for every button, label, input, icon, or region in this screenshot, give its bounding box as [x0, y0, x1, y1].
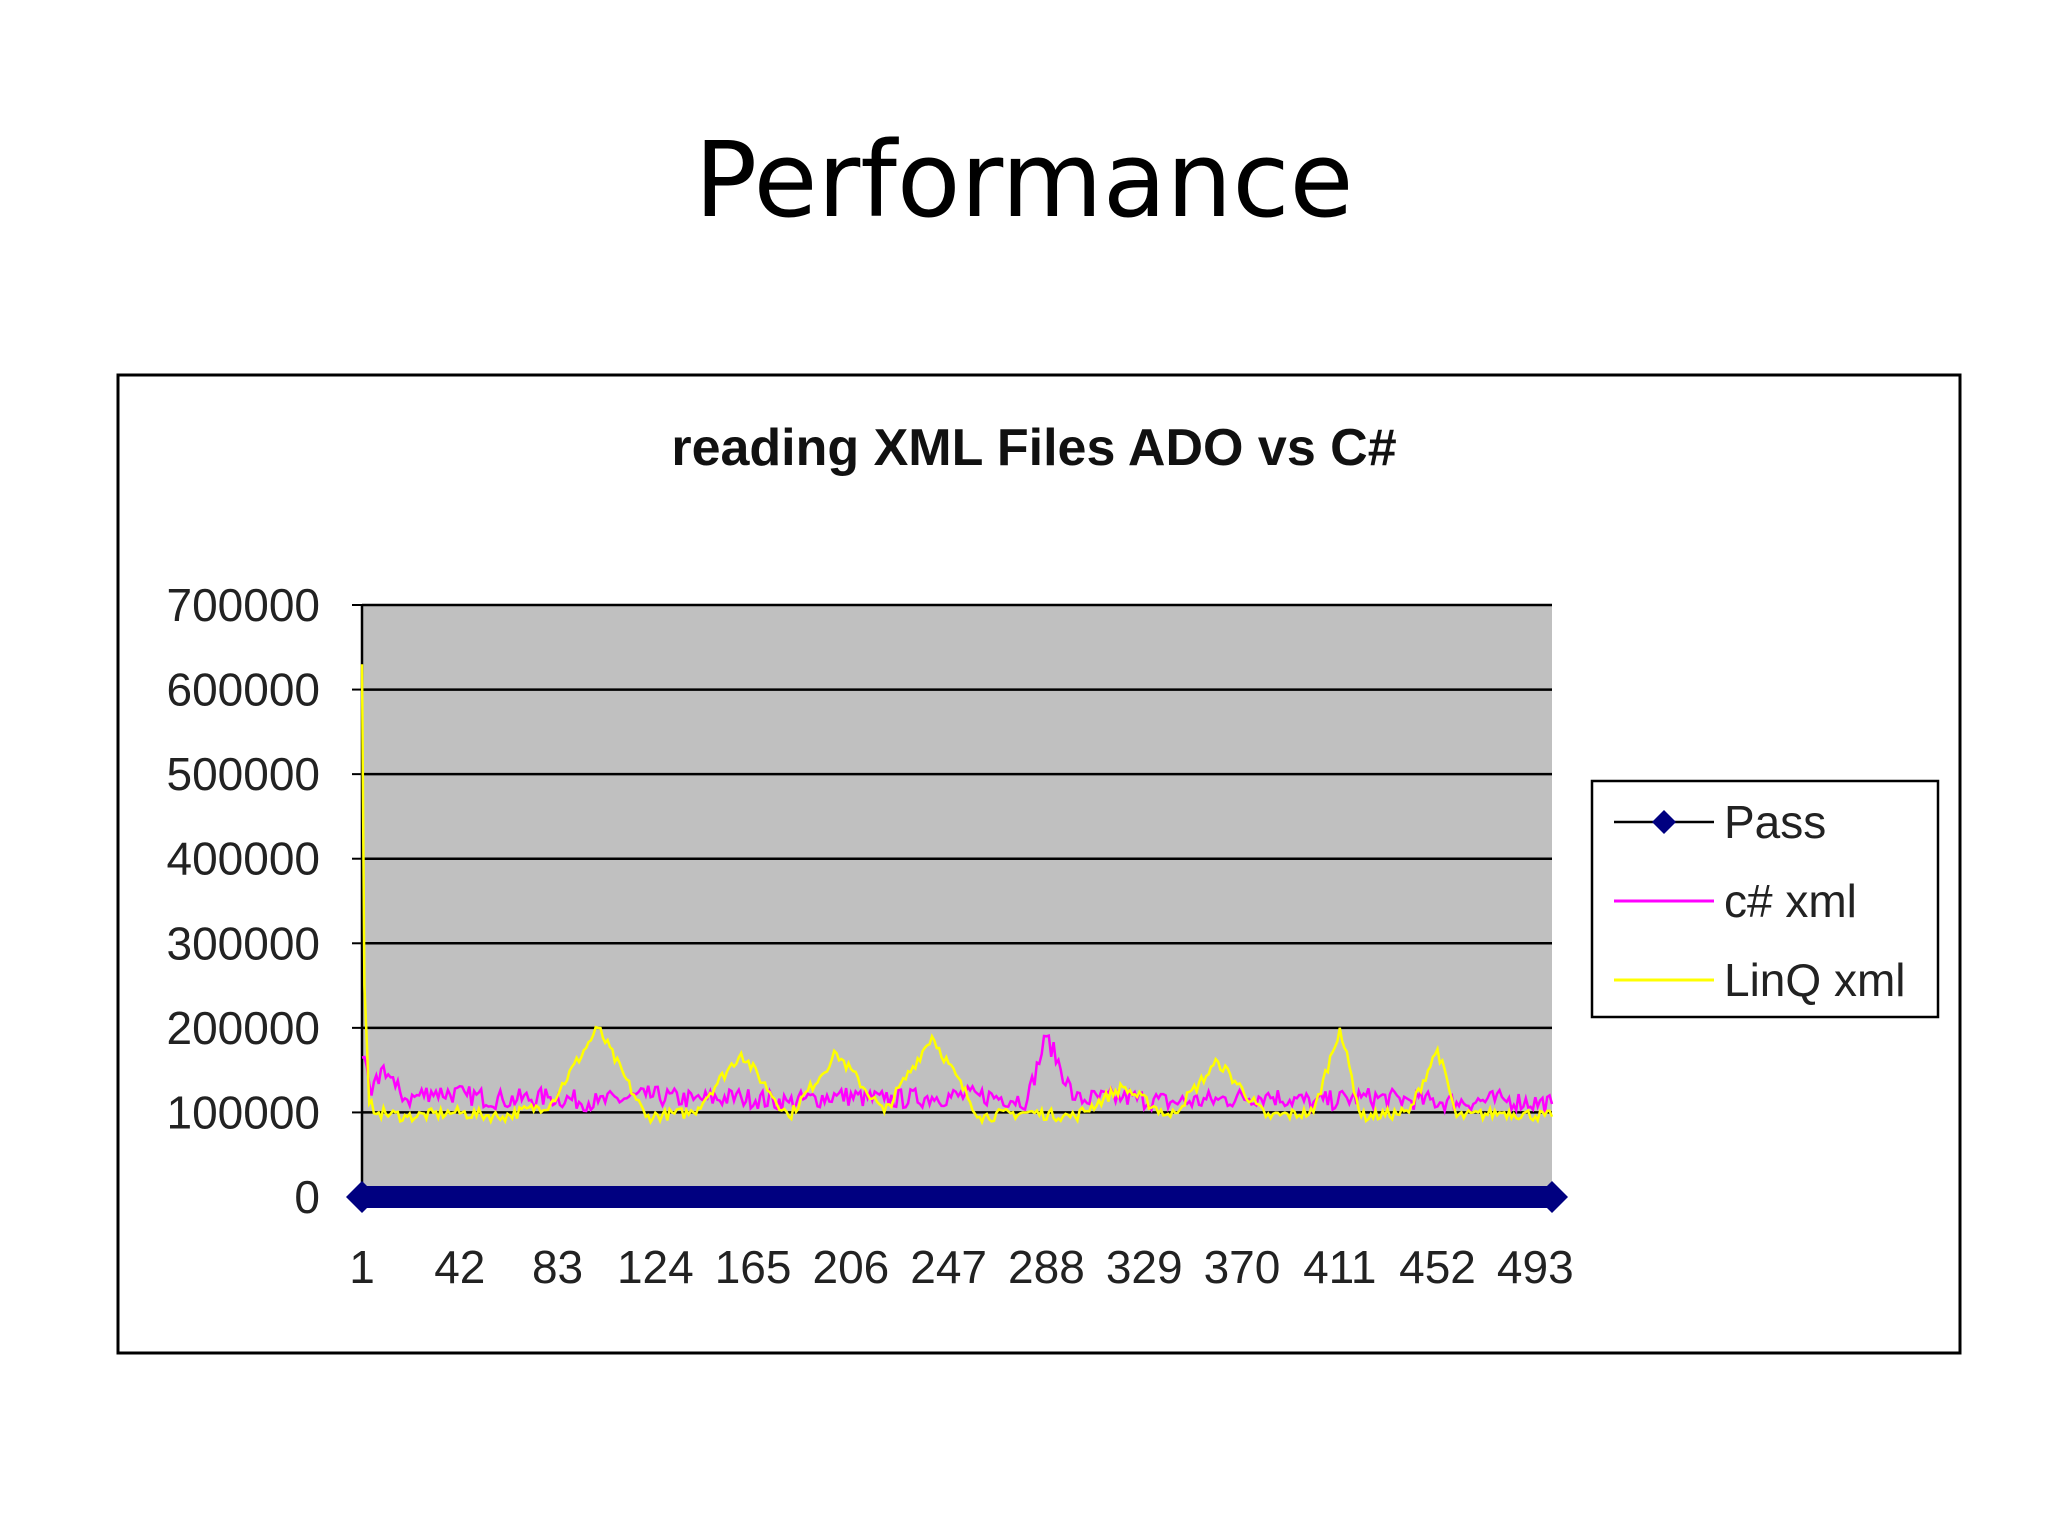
x-tick-label: 288 — [1008, 1241, 1085, 1293]
x-tick-label: 452 — [1399, 1241, 1476, 1293]
plot-area — [362, 603, 1552, 1197]
plot-background — [362, 605, 1552, 1197]
x-tick-label: 493 — [1497, 1241, 1574, 1293]
legend-label-pass: Pass — [1724, 796, 1826, 848]
x-tick-label: 1 — [349, 1241, 375, 1293]
slide-title: Performance — [694, 119, 1354, 241]
series-marker-pass — [1536, 1181, 1568, 1213]
y-tick-label: 400000 — [167, 833, 321, 885]
legend-box — [1590, 779, 1940, 1019]
legend-label-linq-xml: LinQ xml — [1724, 954, 1905, 1006]
x-tick-label: 83 — [532, 1241, 583, 1293]
y-tick-label: 100000 — [167, 1086, 321, 1138]
x-tick-label: 329 — [1106, 1241, 1183, 1293]
y-tick-label: 500000 — [167, 748, 321, 800]
y-tick-label: 300000 — [167, 917, 321, 969]
x-tick-label: 124 — [617, 1241, 694, 1293]
x-tick-label: 42 — [434, 1241, 485, 1293]
legend-marker-pass — [1652, 810, 1676, 834]
legend-label-c-xml: c# xml — [1724, 875, 1857, 927]
x-tick-label: 370 — [1204, 1241, 1281, 1293]
series-line-linq-xml — [360, 664, 1554, 1126]
legend: Pass c# xml LinQ xml — [1590, 779, 1940, 1019]
series-group — [346, 664, 1568, 1213]
x-tick-label: 411 — [1303, 1241, 1376, 1293]
series-marker-pass — [346, 1181, 378, 1213]
y-tick-label: 600000 — [167, 664, 321, 716]
x-tick-label: 165 — [715, 1241, 792, 1293]
y-tick-label: 200000 — [167, 1002, 321, 1054]
chart-title: reading XML Files ADO vs C# — [671, 419, 1396, 477]
x-tick-label: 247 — [910, 1241, 987, 1293]
y-tick-label: 0 — [294, 1171, 320, 1223]
x-tick-label: 206 — [813, 1241, 890, 1293]
y-tick-label: 700000 — [167, 579, 321, 631]
